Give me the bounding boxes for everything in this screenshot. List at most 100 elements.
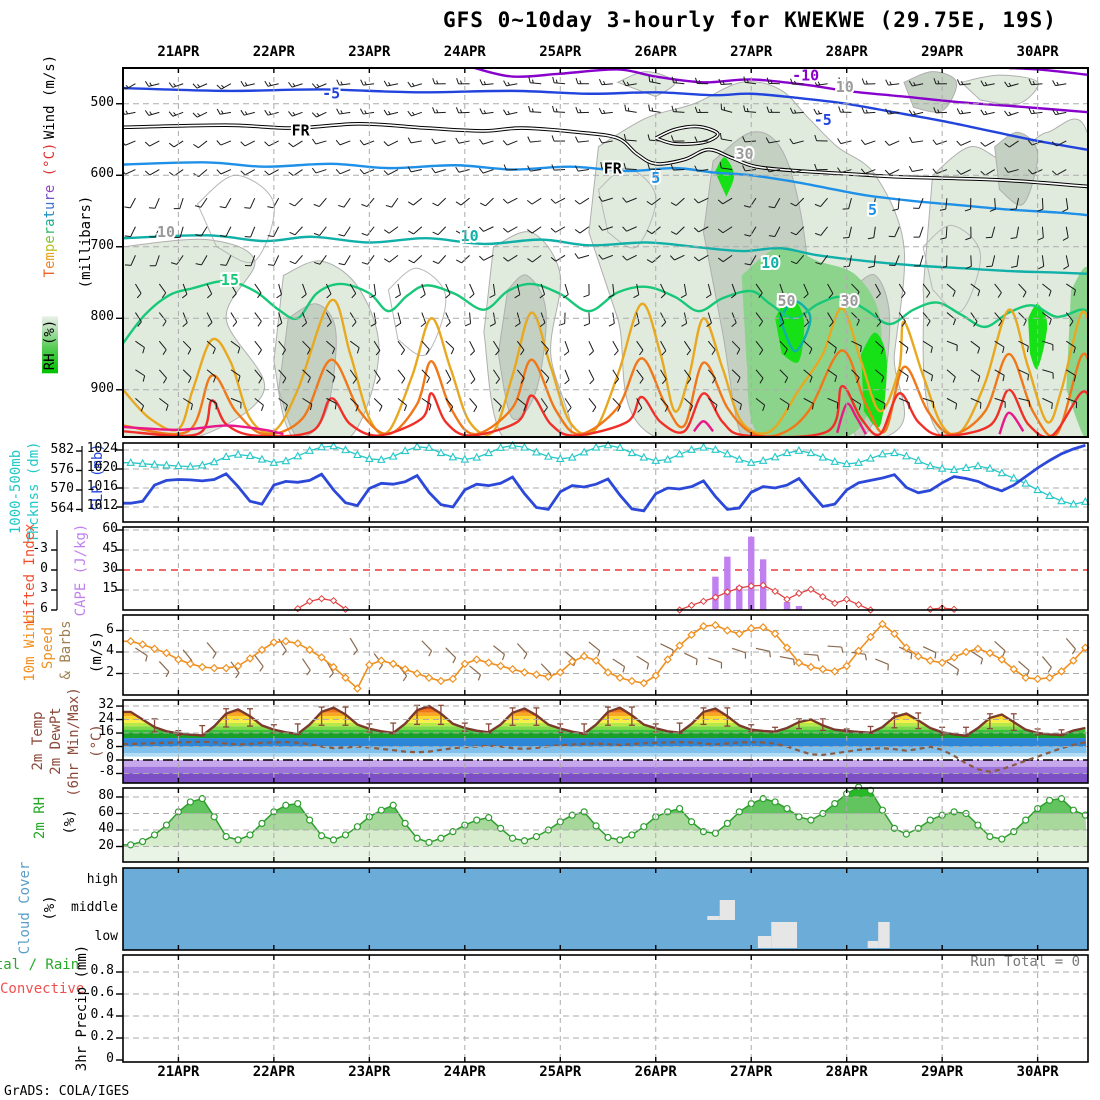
temp-tick: 24 [98, 710, 114, 726]
date-label-top: 21APR [157, 44, 200, 60]
date-label-top: 28APR [825, 44, 868, 60]
rh-bands [123, 787, 1088, 862]
precip-tick: 0.4 [90, 1007, 114, 1022]
panel-border [122, 614, 1089, 696]
tick-marks [116, 103, 123, 391]
tick-marks [116, 971, 123, 1061]
svg-text:10: 10 [836, 78, 854, 96]
svg-text:30: 30 [841, 292, 859, 310]
rh-tick: 40 [98, 821, 114, 836]
slp-tick: 1020 [86, 460, 118, 475]
pressure-tick: 700 [90, 237, 114, 253]
temp-tick: 32 [98, 697, 114, 713]
temp-tick: -8 [98, 764, 114, 780]
panel-border [122, 867, 1089, 951]
pressure-tick: 800 [90, 309, 114, 325]
panel-border [122, 954, 1089, 1063]
slp-thickness-panel [123, 440, 1090, 513]
precip-tick: 0.2 [90, 1029, 114, 1044]
cape-li-panel [123, 536, 1088, 614]
temp-tick: 8 [106, 737, 114, 753]
date-label-bottom: 21APR [157, 1064, 200, 1080]
panel-border [122, 67, 1089, 438]
thickness-tick: 576 [50, 461, 74, 477]
cape-tick: 15 [102, 581, 118, 596]
surface-barbs [135, 637, 1076, 682]
rh2m-panel [123, 783, 1089, 862]
precip-tick: 0 [106, 1051, 114, 1066]
panel-border [122, 442, 1089, 523]
svg-text:30: 30 [736, 145, 754, 163]
date-label-bottom: 28APR [825, 1064, 868, 1080]
svg-text:10: 10 [761, 254, 779, 272]
gridlines [123, 527, 1088, 610]
gridlines [123, 955, 1088, 1062]
pressure-tick: 600 [90, 166, 114, 182]
windspeed-tick: 4 [106, 643, 114, 658]
precip-convective-label: Convective [0, 981, 85, 997]
date-label-bottom: 30APR [1016, 1064, 1059, 1080]
cloud-row-label: low [94, 929, 118, 944]
svg-text:-5: -5 [322, 84, 340, 102]
temp2m-panel [123, 704, 1088, 783]
cloud-row-label: middle [71, 900, 118, 915]
rh-tick: 80 [98, 788, 114, 803]
date-label-bottom: 29APR [921, 1064, 964, 1080]
li-tick: -3 [32, 540, 48, 556]
date-label-top: 23APR [348, 44, 391, 60]
run-total-text: Run Total = 0 [970, 954, 1080, 970]
gridlines [123, 615, 1088, 695]
panel-border [122, 787, 1089, 863]
date-label-top: 25APR [539, 44, 582, 60]
chart-title: GFS 0~10day 3-hourly for KWEKWE (29.75E,… [443, 8, 1057, 32]
tick-marks [116, 796, 123, 848]
tick-marks [116, 449, 123, 508]
cape-tick: 30 [102, 561, 118, 576]
svg-text:FR: FR [292, 122, 311, 140]
date-label-bottom: 24APR [443, 1064, 486, 1080]
thickness-tick: 564 [50, 500, 74, 516]
windspeed-tick: 6 [106, 621, 114, 637]
cloud-row-label: high [86, 872, 118, 887]
wind10m-panel [123, 619, 1090, 693]
tick-marks [76, 450, 82, 511]
precip-total-label: Total / Rain [0, 957, 80, 973]
tick-marks [51, 549, 57, 611]
panel-border [122, 699, 1089, 784]
date-label-bottom: 22APR [252, 1064, 295, 1080]
rh-tick: 20 [98, 837, 114, 853]
windspeed-tick: 2 [106, 664, 114, 680]
temp-tick: 16 [98, 724, 114, 740]
svg-text:10: 10 [461, 227, 479, 245]
thickness-tick: 582 [50, 442, 74, 457]
date-label-top: 27APR [730, 44, 773, 60]
svg-text:FR: FR [604, 160, 623, 178]
panel-border [122, 526, 1089, 611]
tick-marks [116, 529, 123, 591]
gridlines [123, 68, 1088, 437]
date-label-bottom: 23APR [348, 1064, 391, 1080]
svg-text:15: 15 [221, 271, 239, 289]
date-label-bottom: 27APR [730, 1064, 773, 1080]
li-tick: 6 [40, 601, 48, 616]
svg-text:-5: -5 [814, 111, 832, 129]
svg-text:10: 10 [157, 223, 175, 241]
date-label-top: 30APR [1016, 44, 1059, 60]
pressure-tick: 500 [90, 94, 114, 110]
svg-text:-10: -10 [792, 67, 819, 85]
tick-marks [116, 705, 123, 775]
cape-tick: 45 [102, 541, 118, 556]
precip-tick: 0.8 [90, 963, 114, 978]
date-label-top: 24APR [443, 44, 486, 60]
date-label-top: 29APR [921, 44, 964, 60]
upper-wind-barbs [123, 75, 1078, 413]
cloud-panel [123, 868, 1088, 950]
grads-credit: GrADS: COLA/IGES [4, 1084, 130, 1099]
date-label-bottom: 26APR [634, 1064, 677, 1080]
gridlines [123, 443, 1088, 522]
slp-tick: 1016 [86, 479, 118, 494]
svg-text:50: 50 [778, 292, 796, 310]
